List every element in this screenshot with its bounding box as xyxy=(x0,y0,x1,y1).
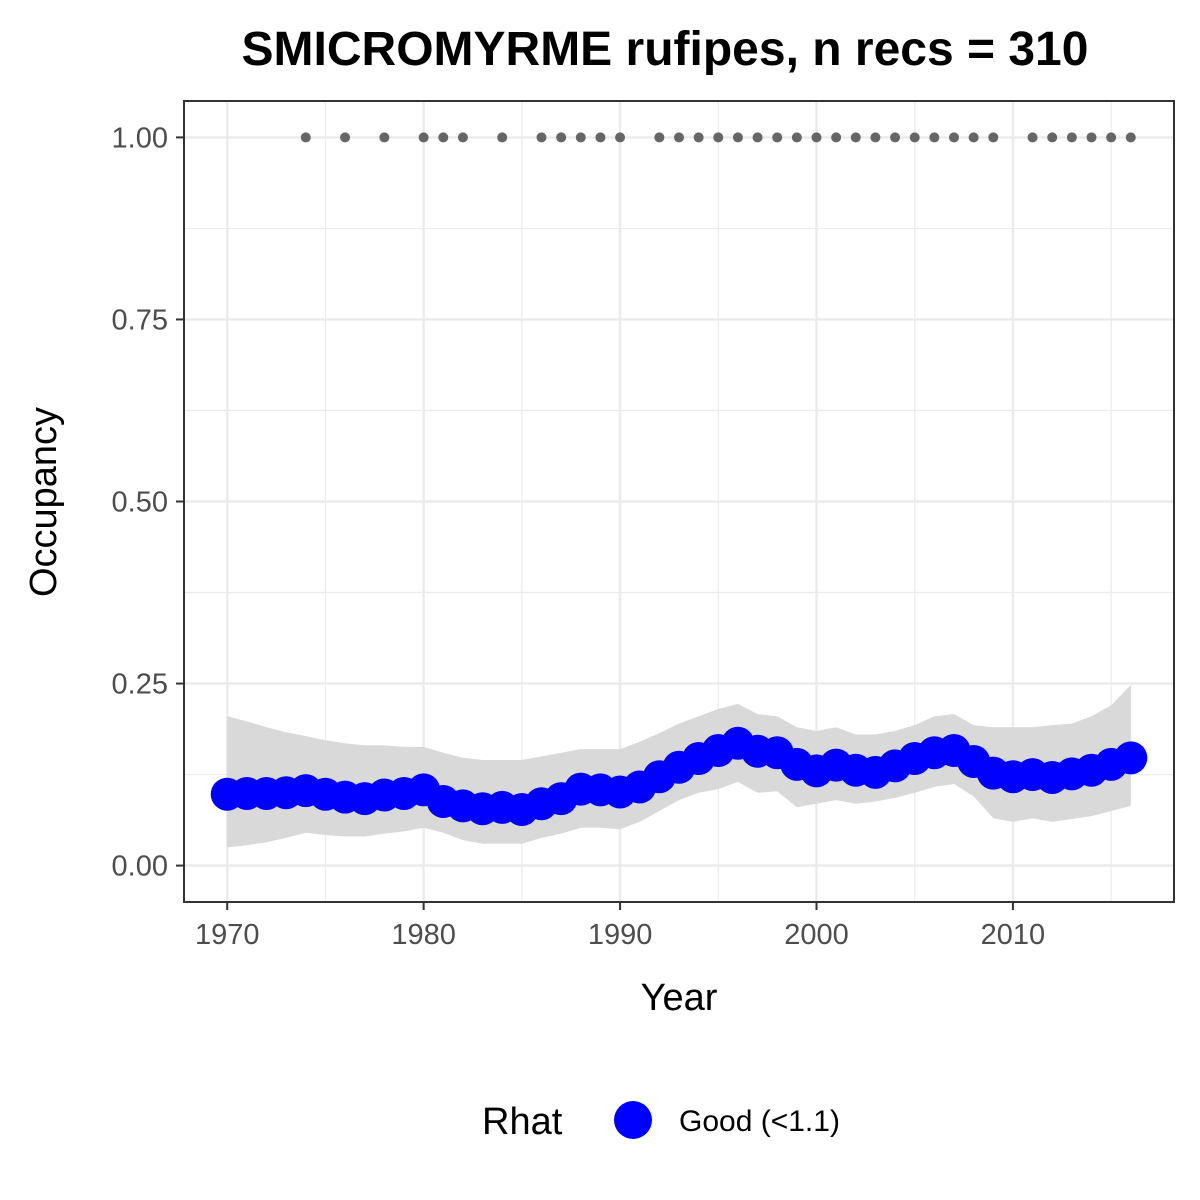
record-point xyxy=(890,132,901,143)
y-tick-label: 0.50 xyxy=(112,487,168,519)
record-point xyxy=(831,132,842,143)
x-tick-label: 2010 xyxy=(981,919,1046,951)
x-tick-label: 1990 xyxy=(588,919,653,951)
record-point xyxy=(713,132,724,143)
chart-title: SMICROMYRME rufipes, n recs = 310 xyxy=(242,23,1089,76)
x-axis-title: Year xyxy=(641,977,718,1019)
record-point xyxy=(870,132,881,143)
record-point xyxy=(811,132,822,143)
record-point xyxy=(575,132,586,143)
record-point xyxy=(988,132,999,143)
occupancy-points-layer xyxy=(210,726,1148,827)
record-point xyxy=(615,132,626,143)
y-tick-label: 1.00 xyxy=(112,122,168,154)
x-axis: 1970 1980 1990 2000 2010 xyxy=(195,902,1045,951)
record-point xyxy=(850,132,861,143)
record-point xyxy=(1086,132,1097,143)
record-point xyxy=(968,132,979,143)
record-point xyxy=(654,132,665,143)
record-point xyxy=(949,132,959,143)
y-axis: 0.00 0.25 0.50 0.75 1.00 xyxy=(112,122,184,883)
record-point xyxy=(732,132,743,143)
record-point xyxy=(595,132,606,143)
record-point xyxy=(752,132,763,143)
record-point xyxy=(1106,132,1117,143)
record-point xyxy=(379,132,390,143)
x-tick-label: 1970 xyxy=(195,919,260,951)
y-axis-title: Occupancy xyxy=(23,407,65,597)
record-point xyxy=(929,132,940,143)
records-points-layer xyxy=(300,132,1136,143)
legend-label-good: Good (<1.1) xyxy=(679,1105,840,1138)
record-point xyxy=(1027,132,1038,143)
record-point xyxy=(418,132,429,143)
legend: Rhat Good (<1.1) xyxy=(482,1101,840,1143)
record-point xyxy=(1047,132,1058,143)
legend-title: Rhat xyxy=(482,1101,563,1143)
x-tick-label: 1980 xyxy=(391,919,456,951)
y-tick-label: 0.75 xyxy=(112,304,168,336)
record-point xyxy=(1125,132,1136,143)
record-point xyxy=(340,132,351,143)
record-point xyxy=(300,132,311,143)
y-tick-label: 0.00 xyxy=(112,851,168,883)
record-point xyxy=(791,132,802,143)
record-point xyxy=(536,132,547,143)
record-point xyxy=(674,132,684,143)
record-point xyxy=(556,132,567,143)
record-point xyxy=(693,132,704,143)
record-point xyxy=(909,132,920,143)
record-point xyxy=(772,132,783,143)
legend-key-good xyxy=(614,1101,652,1139)
record-point xyxy=(457,132,468,143)
record-point xyxy=(497,132,508,143)
record-point xyxy=(1066,132,1077,143)
x-tick-label: 2000 xyxy=(784,919,849,951)
y-tick-label: 0.25 xyxy=(112,669,168,701)
occupancy-point xyxy=(1114,741,1148,775)
record-point xyxy=(438,132,449,143)
